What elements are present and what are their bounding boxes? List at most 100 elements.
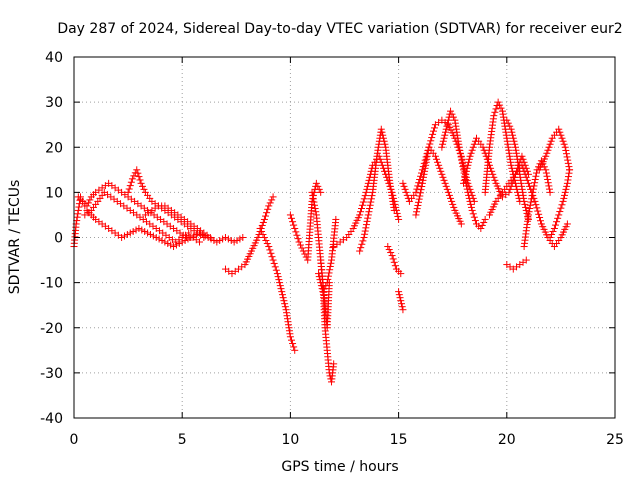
data-point-fill [467, 200, 475, 208]
data-point-fill [544, 175, 552, 183]
data-point-fill [461, 173, 469, 181]
data-point-fill [440, 134, 448, 142]
data-point [291, 346, 299, 354]
data-point-fill [556, 208, 564, 216]
data-point-fill [368, 192, 376, 200]
data-point-fill [544, 179, 552, 187]
data-point-fill [259, 218, 267, 226]
data-point-fill [311, 204, 319, 212]
data-point-fill [564, 173, 572, 181]
data-point-fill [529, 185, 537, 193]
data-point-fill [442, 182, 450, 190]
data-point [364, 211, 372, 219]
data-point-fill [544, 146, 552, 154]
data-point [460, 166, 468, 174]
data-point-fill [224, 235, 232, 243]
data-point-fill [564, 159, 572, 167]
data-point-fill [359, 198, 367, 206]
data-point-fill [526, 201, 534, 209]
data-point-fill [275, 276, 283, 284]
data-point [291, 224, 299, 232]
data-point [542, 166, 550, 174]
data-point-fill [554, 214, 562, 222]
data-point-fill [362, 224, 370, 232]
data-point [494, 98, 502, 106]
data-point-fill [543, 149, 551, 157]
data-point-fill [471, 217, 479, 225]
axis-ticks: 0 5 10 15 20 25 -40 -30 -20 -10 0 10 20 30 40 [40, 50, 624, 448]
data-point [330, 360, 338, 368]
data-point-fill [216, 237, 224, 245]
data-point-fill [489, 170, 497, 178]
data-point-fill [390, 258, 398, 266]
data-point [144, 229, 152, 237]
data-point-fill [528, 192, 536, 200]
data-point-fill [414, 201, 422, 209]
data-point [221, 234, 229, 241]
data-point-fill [86, 196, 94, 204]
data-point-fill [294, 235, 302, 243]
data-point-fill [441, 179, 449, 187]
data-point-fill [419, 176, 427, 184]
data-point-fill [439, 173, 447, 181]
data-point [152, 234, 160, 241]
data-point [388, 252, 396, 260]
data-point [444, 188, 452, 196]
data-point-fill [129, 227, 137, 235]
data-point-fill [315, 185, 323, 193]
data-point-fill [545, 185, 553, 193]
data-point-fill [324, 275, 332, 283]
data-point [170, 243, 178, 251]
data-point [265, 243, 273, 251]
data-point [83, 202, 91, 210]
data-point [442, 125, 450, 133]
data-point-fill [427, 137, 435, 145]
data-point-fill [460, 176, 468, 184]
data-point-fill [358, 201, 366, 209]
data-point [395, 215, 403, 223]
data-point-fill [561, 188, 569, 196]
data-point [133, 166, 141, 174]
data-point-fill [236, 235, 244, 243]
data-point-fill [258, 227, 266, 235]
data-point-fill [559, 137, 567, 145]
data-point-fill [378, 128, 386, 136]
data-point-fill [564, 156, 572, 164]
data-point-fill [445, 191, 453, 199]
data-point [507, 125, 515, 133]
data-point-fill [531, 179, 539, 187]
data-point [464, 188, 472, 196]
data-point-fill [536, 214, 544, 222]
data-point-fill [281, 303, 289, 311]
data-point-fill [416, 192, 424, 200]
y-tick-label: 40 [45, 50, 63, 66]
data-point-fill [532, 172, 540, 180]
data-point-fill [314, 182, 322, 190]
data-point-fill [458, 159, 466, 167]
data-point-fill [311, 201, 319, 209]
data-point [384, 243, 392, 251]
data-point [438, 170, 446, 178]
data-point [377, 125, 385, 133]
data-point-fill [522, 173, 530, 181]
data-point [503, 116, 511, 124]
data-point-fill [367, 195, 375, 203]
data-point-fill [549, 227, 557, 235]
data-point-fill [462, 170, 470, 178]
data-point-fill [365, 208, 373, 216]
data-point-fill [361, 227, 369, 235]
data-point-fill [416, 189, 424, 197]
y-tick-label: 10 [45, 185, 63, 201]
data-point-fill [400, 182, 408, 190]
data-point [323, 279, 331, 287]
data-point-fill [562, 146, 570, 154]
data-point-fill [536, 217, 544, 225]
data-point [479, 143, 487, 151]
data-point-fill [444, 116, 452, 124]
data-point-fill [557, 131, 565, 139]
data-point-fill [546, 140, 554, 148]
data-point-fill [556, 128, 564, 136]
data-point-fill [312, 208, 320, 216]
data-point-fill [522, 203, 530, 211]
data-point-fill [463, 164, 471, 172]
